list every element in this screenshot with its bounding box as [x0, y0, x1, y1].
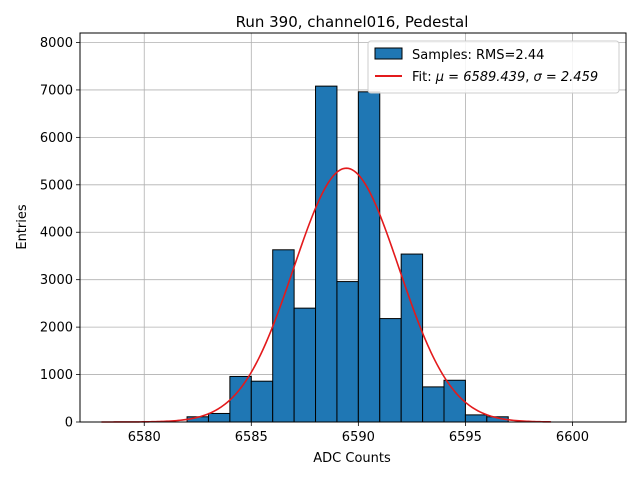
y-axis-label: Entries	[15, 204, 30, 250]
x-tick-label: 6595	[449, 430, 482, 445]
legend-histogram-swatch	[374, 47, 403, 60]
y-tick-label: 8000	[40, 36, 73, 51]
legend: Samples: RMS=2.44 Fit: μ = 6589.439, σ =…	[367, 40, 620, 94]
y-tick-label: 7000	[40, 83, 73, 98]
histogram-bar	[400, 253, 424, 423]
histogram-bar	[315, 85, 338, 423]
legend-histogram-label: Samples: RMS=2.44	[412, 48, 544, 63]
fit-curve-group	[101, 167, 552, 423]
x-tick-label: 6580	[128, 430, 161, 445]
y-tick-label: 5000	[40, 178, 73, 193]
legend-fit-sigma: σ = 2.459	[534, 70, 599, 85]
histogram-bar	[357, 91, 381, 423]
legend-fit-prefix: Fit:	[412, 70, 436, 85]
chart-title: Run 390, channel016, Pedestal	[236, 13, 469, 31]
x-axis-label: ADC Counts	[313, 451, 391, 466]
plot-frame	[79, 32, 627, 423]
plot-area: 6580 6585 6590 6595 6600 0 1000 2000 3000 4000 50…	[40, 32, 627, 445]
y-tick-label: 0	[65, 416, 73, 431]
histogram-bar	[207, 412, 231, 423]
x-tick-label: 6590	[342, 430, 375, 445]
x-axis-ticks: 6580 6585 6590 6595 6600	[128, 422, 589, 445]
y-axis-ticks: 0 1000 2000 3000 4000 5000 6000 7000 8000	[40, 36, 80, 431]
y-tick-label: 4000	[40, 226, 73, 241]
legend-fit-label: Fit: μ = 6589.439, σ = 2.459	[412, 70, 598, 85]
y-tick-label: 6000	[40, 131, 73, 146]
histogram-bar	[443, 379, 466, 423]
y-tick-label: 2000	[40, 321, 73, 336]
histogram-bar	[250, 380, 274, 423]
legend-fit-mu: μ = 6589.439	[435, 70, 525, 85]
histogram-bar	[464, 414, 488, 423]
histogram-bar	[336, 281, 359, 423]
x-tick-label: 6585	[235, 430, 268, 445]
histogram-bar	[379, 318, 402, 423]
y-tick-label: 3000	[40, 273, 73, 288]
histogram-bar	[293, 307, 317, 423]
legend-fit-sep: ,	[525, 70, 533, 85]
histogram-bars	[186, 85, 509, 423]
histogram-bar	[229, 375, 252, 423]
legend-box	[367, 40, 620, 94]
x-tick-label: 6600	[556, 430, 589, 445]
histogram-bar	[422, 386, 445, 423]
fit-curve	[101, 167, 552, 423]
y-tick-label: 1000	[40, 368, 73, 383]
